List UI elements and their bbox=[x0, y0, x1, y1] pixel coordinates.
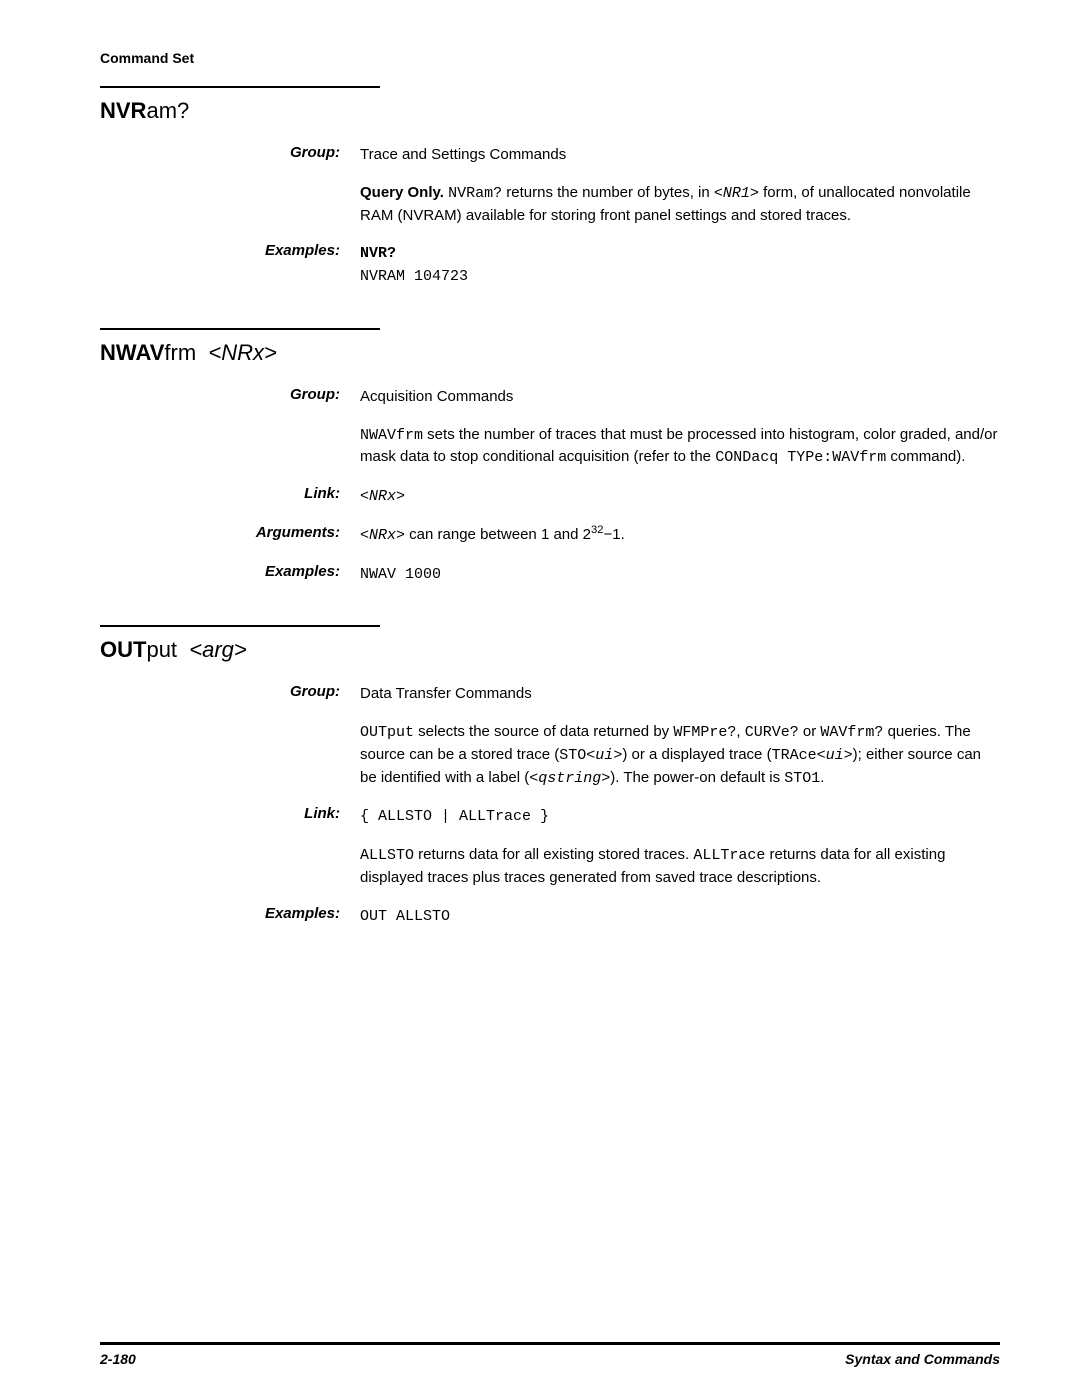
row-label: Group: bbox=[100, 144, 360, 166]
section-title: NVRam? bbox=[100, 98, 1000, 124]
definition-row: NWAVfrm sets the number of traces that m… bbox=[100, 424, 1000, 470]
row-content: Data Transfer Commands bbox=[360, 683, 1000, 705]
row-label: Examples: bbox=[100, 242, 360, 288]
footer-title: Syntax and Commands bbox=[845, 1351, 1000, 1367]
row-label bbox=[100, 424, 360, 470]
definition-row: Group:Data Transfer Commands bbox=[100, 683, 1000, 705]
row-content: OUTput selects the source of data return… bbox=[360, 721, 1000, 789]
definition-row: Group:Acquisition Commands bbox=[100, 386, 1000, 408]
definition-row: Group:Trace and Settings Commands bbox=[100, 144, 1000, 166]
page-number: 2-180 bbox=[100, 1351, 136, 1367]
definition-row: Query Only. NVRam? returns the number of… bbox=[100, 182, 1000, 227]
definition-row: Link:{ ALLSTO | ALLTrace } bbox=[100, 805, 1000, 828]
row-content: NWAV 1000 bbox=[360, 563, 1000, 586]
page: Command Set NVRam?Group:Trace and Settin… bbox=[0, 0, 1080, 1397]
footer: 2-180 Syntax and Commands bbox=[100, 1342, 1000, 1367]
row-label: Link: bbox=[100, 485, 360, 508]
definition-row: Examples:NWAV 1000 bbox=[100, 563, 1000, 586]
definition-row: OUTput selects the source of data return… bbox=[100, 721, 1000, 789]
row-label bbox=[100, 721, 360, 789]
section-rule bbox=[100, 86, 380, 88]
definition-row: Link:<NRx> bbox=[100, 485, 1000, 508]
row-content: { ALLSTO | ALLTrace } bbox=[360, 805, 1000, 828]
row-content: <NRx> bbox=[360, 485, 1000, 508]
row-label: Examples: bbox=[100, 905, 360, 928]
row-content: Acquisition Commands bbox=[360, 386, 1000, 408]
row-label bbox=[100, 844, 360, 889]
row-label: Link: bbox=[100, 805, 360, 828]
definition-row: Arguments:<NRx> can range between 1 and … bbox=[100, 524, 1000, 547]
row-label: Group: bbox=[100, 683, 360, 705]
command-section: NWAVfrm <NRx> Group:Acquisition Commands N… bbox=[100, 328, 1000, 586]
section-rule bbox=[100, 625, 380, 627]
row-content: Trace and Settings Commands bbox=[360, 144, 1000, 166]
row-label: Group: bbox=[100, 386, 360, 408]
row-content: <NRx> can range between 1 and 232−1. bbox=[360, 524, 1000, 547]
command-section: NVRam? Group:Trace and Settings Commands Q… bbox=[100, 86, 1000, 288]
definition-row: ALLSTO returns data for all existing sto… bbox=[100, 844, 1000, 889]
row-content: NWAVfrm sets the number of traces that m… bbox=[360, 424, 1000, 470]
definition-row: Examples:NVR?NVRAM 104723 bbox=[100, 242, 1000, 288]
sections-host: NVRam?Group:Trace and Settings CommandsQ… bbox=[100, 86, 1000, 927]
command-section: OUTput <arg> Group:Data Transfer Commands… bbox=[100, 625, 1000, 927]
row-content: ALLSTO returns data for all existing sto… bbox=[360, 844, 1000, 889]
row-content: NVR?NVRAM 104723 bbox=[360, 242, 1000, 288]
row-label bbox=[100, 182, 360, 227]
row-label: Examples: bbox=[100, 563, 360, 586]
definition-row: Examples:OUT ALLSTO bbox=[100, 905, 1000, 928]
row-content: Query Only. NVRam? returns the number of… bbox=[360, 182, 1000, 227]
row-content: OUT ALLSTO bbox=[360, 905, 1000, 928]
header-label: Command Set bbox=[100, 50, 1000, 66]
row-label: Arguments: bbox=[100, 524, 360, 547]
section-title: OUTput <arg> bbox=[100, 637, 1000, 663]
section-rule bbox=[100, 328, 380, 330]
section-title: NWAVfrm <NRx> bbox=[100, 340, 1000, 366]
